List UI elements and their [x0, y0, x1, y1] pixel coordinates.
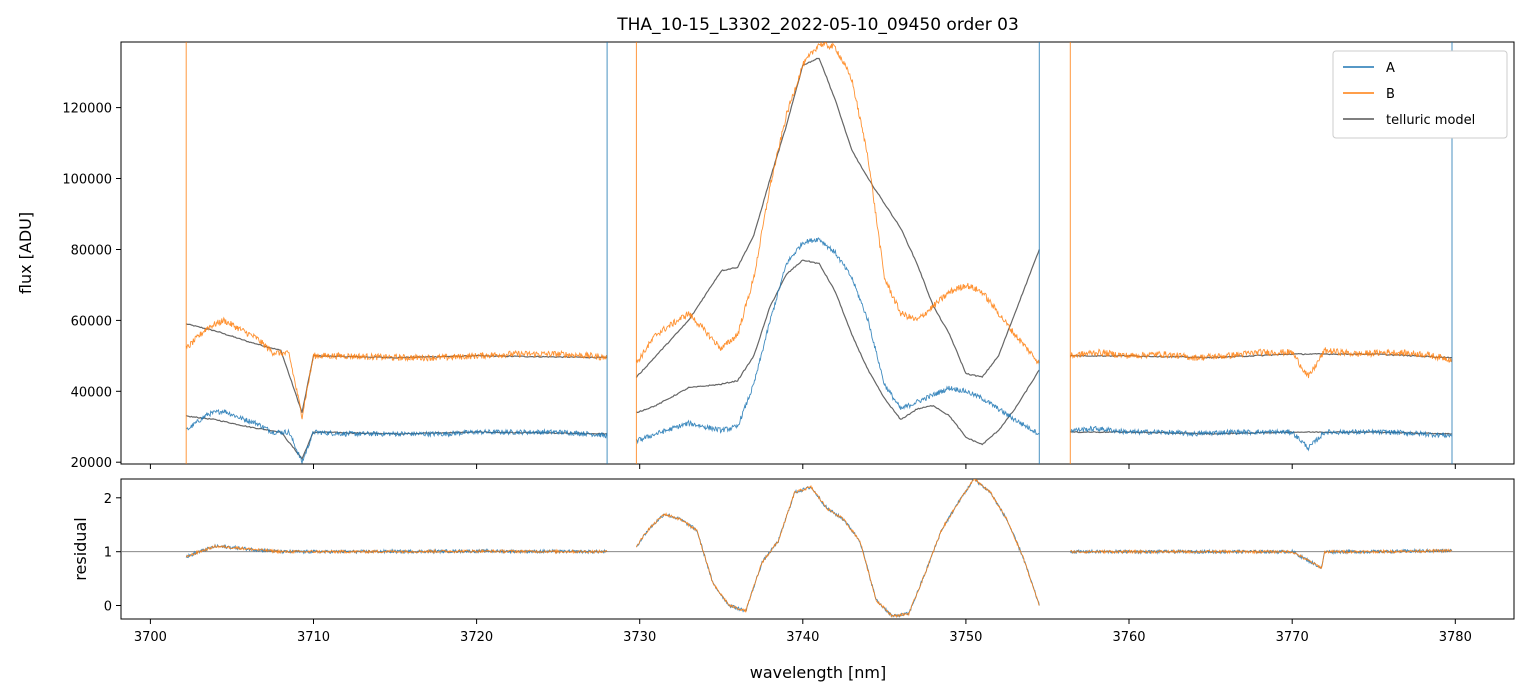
residual-series-b-segment-1	[185, 543, 608, 558]
residual-x-tick-label-5: 3750	[949, 630, 982, 645]
series-a-segment-3-line-2	[1070, 425, 1453, 452]
series-b-segment-2-line-3	[635, 42, 1040, 365]
residual-y-ticks: 0 1 2	[104, 492, 121, 615]
flux-y-ticks: 20000 40000 60000 80000 100000 120000	[62, 102, 121, 471]
residual-y-tick-label-1: 1	[104, 546, 112, 561]
series-a-segment-1-line-2	[185, 408, 608, 464]
flux-y-tick-label-5: 120000	[62, 102, 112, 117]
legend-label-b: B	[1386, 87, 1395, 102]
flux-y-tick-label-0: 20000	[71, 456, 112, 471]
flux-y-tick-label-3: 80000	[71, 244, 112, 259]
series-b-segment-1-line-3	[185, 316, 608, 420]
residual-series-group	[121, 479, 1514, 618]
flux-y-tick-label-4: 100000	[62, 173, 112, 188]
residual-series-b-segment-2	[635, 479, 1040, 618]
residual-x-tick-label-4: 3740	[786, 630, 819, 645]
flux-panel: 20000 40000 60000 80000 100000 120000 flux [A…	[16, 41, 1515, 471]
telluric-model-segment-2-line-1	[636, 259, 1040, 446]
flux-ylabel: flux [ADU]	[16, 212, 35, 294]
series-a-segment-2-line-2	[635, 237, 1040, 445]
residual-y-tick-label-2: 2	[104, 492, 112, 507]
residual-xlabel: wavelength [nm]	[750, 663, 887, 682]
residual-x-tick-label-0: 3700	[134, 630, 167, 645]
flux-x-ticks	[149, 464, 1456, 469]
legend-label-a: A	[1386, 61, 1395, 76]
legend-label-model: telluric model	[1386, 113, 1475, 128]
telluric-model-segment-1-line-0	[185, 323, 608, 413]
residual-ylabel: residual	[71, 517, 90, 580]
chart-title: THA_10-15_L3302_2022-05-10_09450 order 0…	[616, 15, 1019, 35]
flux-y-tick-label-2: 60000	[71, 314, 112, 329]
flux-panel-frame	[120, 41, 1515, 465]
residual-series-b-segment-3	[1069, 548, 1453, 570]
residual-x-tick-label-2: 3720	[460, 630, 493, 645]
legend-box	[1332, 50, 1508, 139]
residual-panel-frame	[120, 478, 1515, 620]
residual-x-tick-label-6: 3760	[1112, 630, 1145, 645]
legend: A B telluric model	[1332, 50, 1508, 139]
residual-panel: 0 1 2 3700 3710 3720 3730 3740 3750 3760 3770 3780…	[71, 478, 1515, 682]
residual-x-tick-label-3: 3730	[623, 630, 656, 645]
residual-y-tick-label-0: 0	[104, 600, 112, 615]
telluric-model-segment-2-line-0	[635, 57, 1040, 379]
residual-x-tick-label-7: 3770	[1276, 630, 1309, 645]
residual-x-tick-label-1: 3710	[297, 630, 330, 645]
residual-x-tick-label-8: 3780	[1439, 630, 1472, 645]
residual-x-ticks: 3700 3710 3720 3730 3740 3750 3760 3770 3780	[134, 619, 1472, 645]
flux-series-group	[185, 42, 1453, 464]
series-b-segment-3-line-3	[1069, 347, 1453, 379]
flux-y-tick-label-1: 40000	[71, 385, 112, 400]
